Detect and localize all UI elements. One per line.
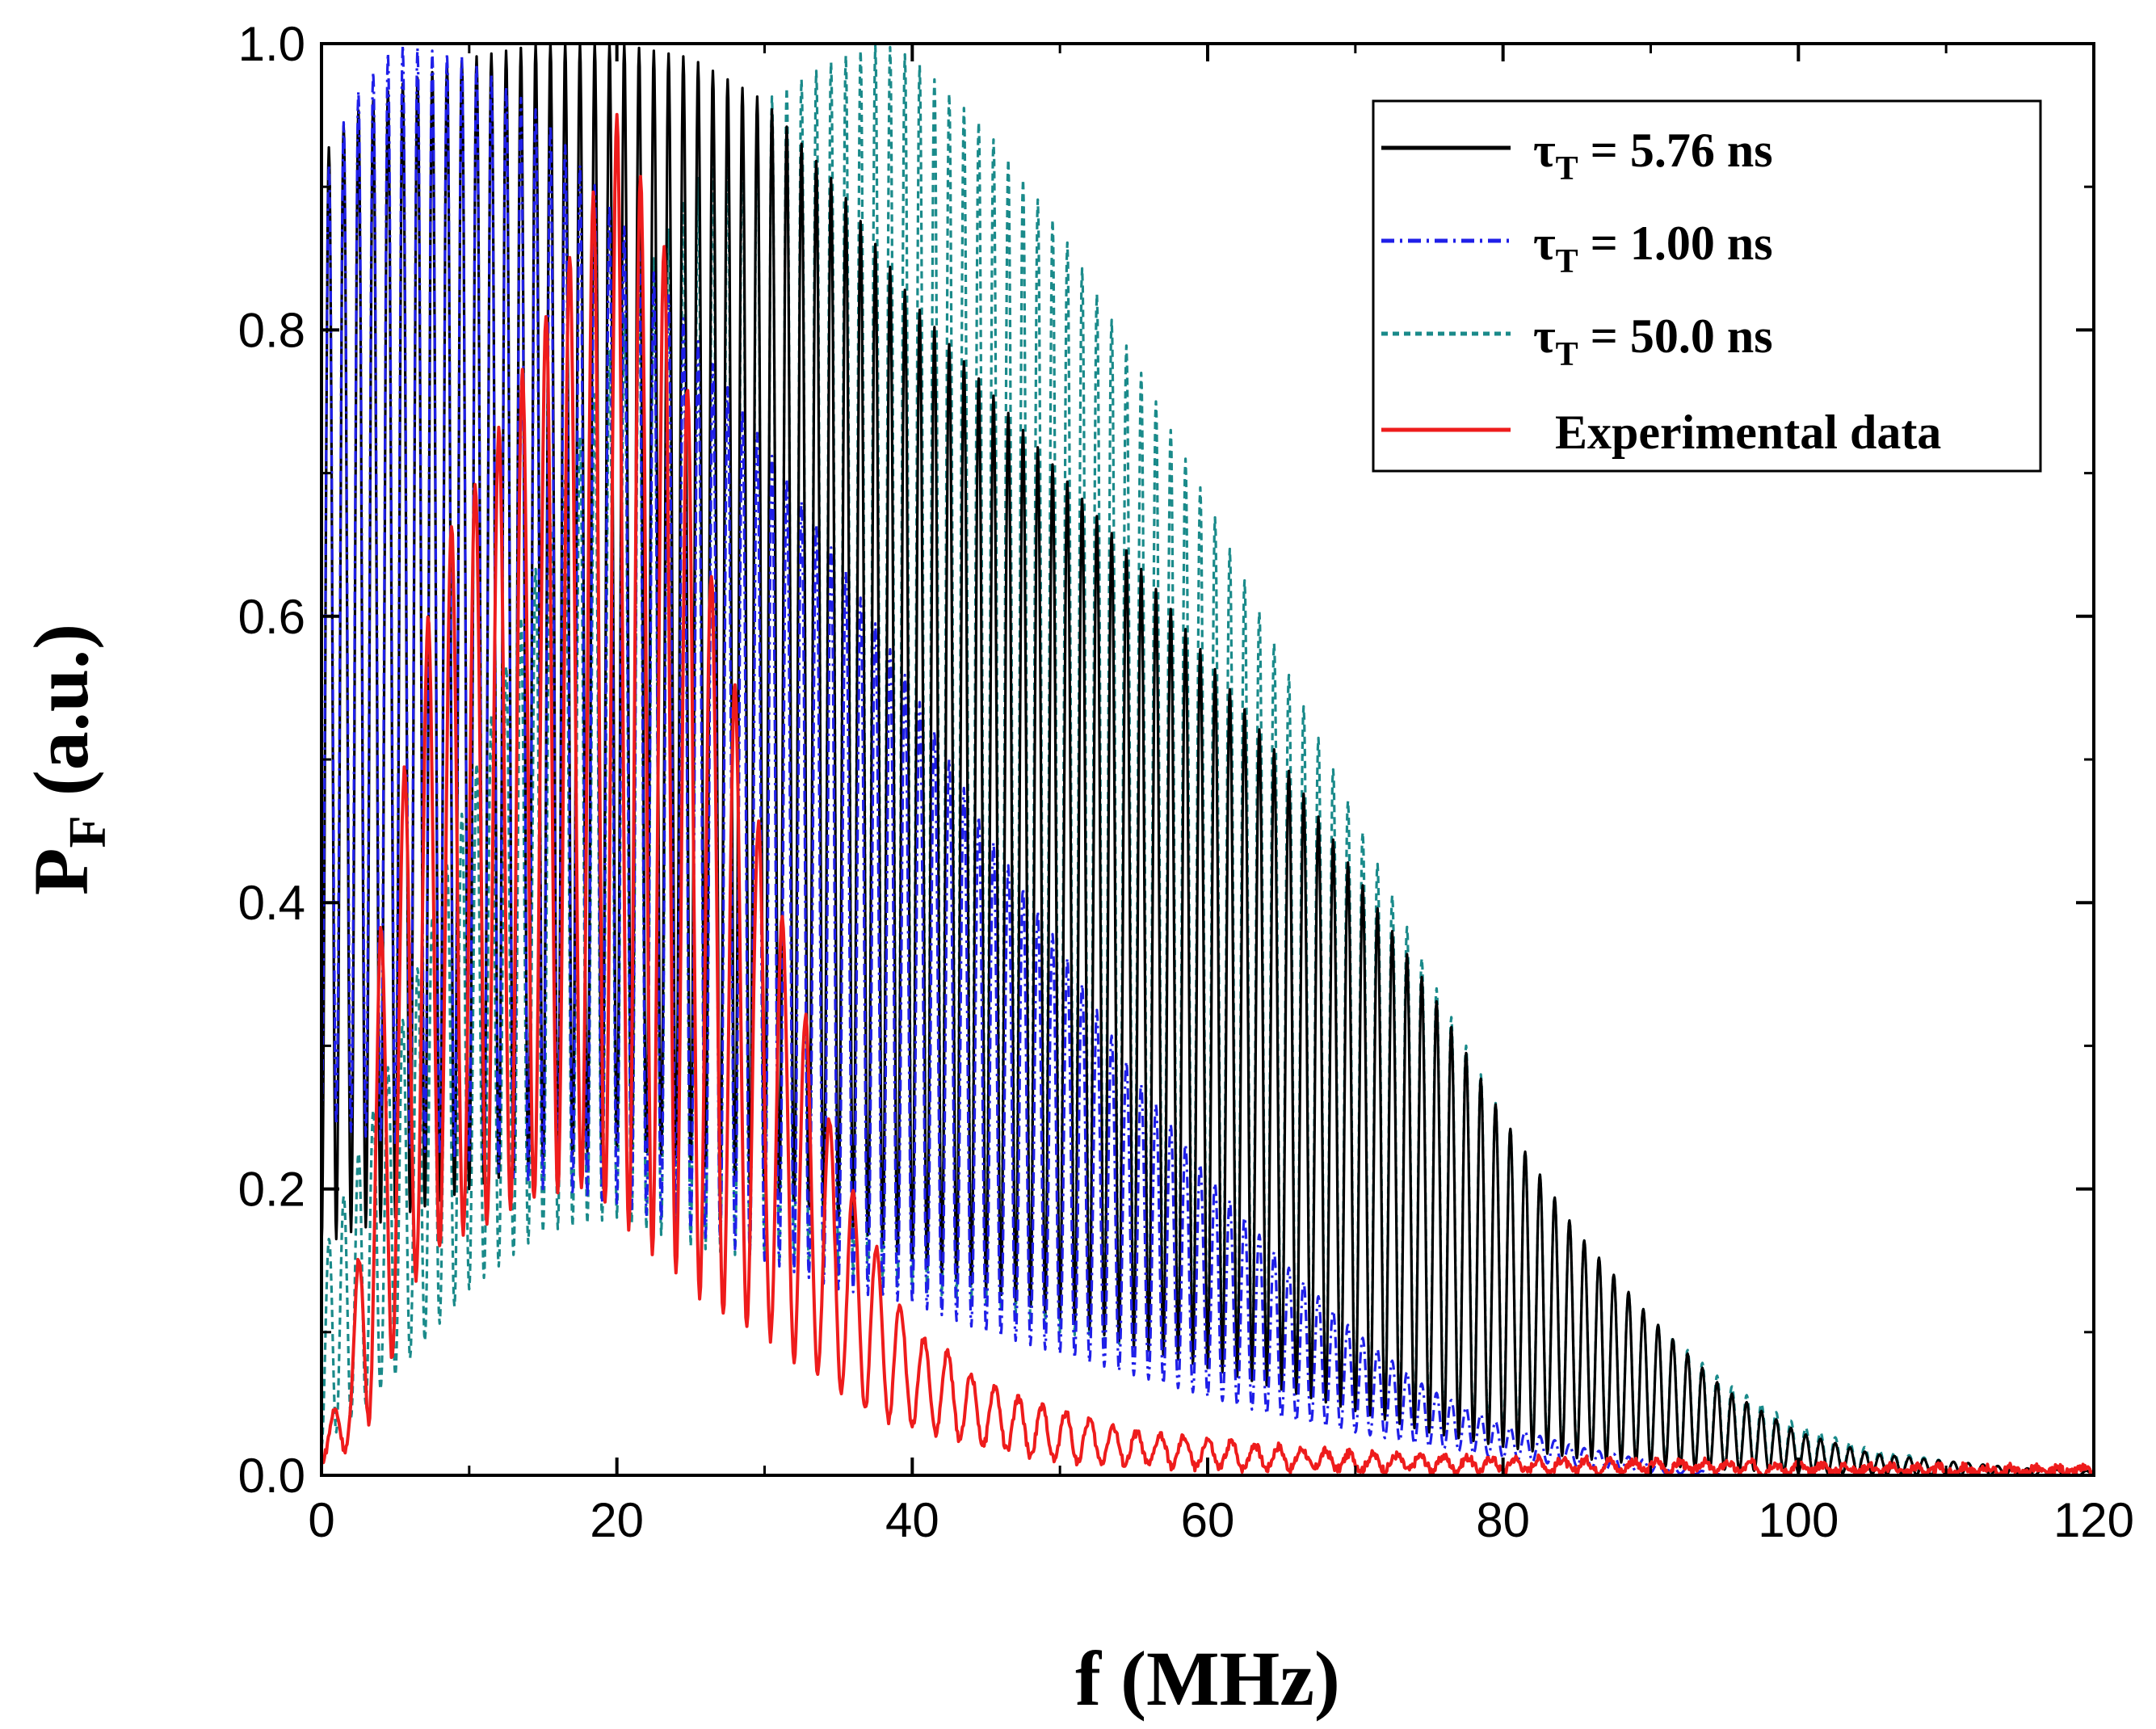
y-axis-title: PF (a.u.) <box>18 624 117 895</box>
x-tick-label: 100 <box>1758 1493 1839 1547</box>
y-tick-label: 0.8 <box>238 303 305 357</box>
x-tick-label: 60 <box>1181 1493 1235 1547</box>
legend-label-experimental: Experimental data <box>1555 406 1941 459</box>
x-tick-label: 120 <box>2053 1493 2134 1547</box>
ticks-layer: 0 20 40 60 80 100 120 0.0 0.2 0.4 0.6 0.8 1.0 <box>238 17 2134 1547</box>
series-line-1 <box>322 44 1725 1475</box>
legend-item-experimental: Experimental data <box>1381 406 1941 459</box>
legend-item-1-00ns: τT = 1.00 ns <box>1381 217 1773 280</box>
y-tick-label: 0.0 <box>238 1449 305 1503</box>
y-tick-label: 1.0 <box>238 17 305 71</box>
legend: τT = 5.76 ns τT = 1.00 ns τT = 50.0 ns E… <box>1372 99 2042 473</box>
legend-label-50-0ns: τT = 50.0 ns <box>1533 309 1773 373</box>
y-tick-label: 0.2 <box>238 1163 305 1217</box>
y-tick-label: 0.6 <box>238 590 305 644</box>
y-axis-title-rest: (a.u.) <box>18 624 104 815</box>
x-tick-label: 40 <box>885 1493 939 1547</box>
y-axis-title-sub: F <box>58 815 117 848</box>
x-axis-title: f (MHz) <box>1075 1635 1340 1722</box>
y-tick-label: 0.4 <box>238 876 305 930</box>
legend-item-50-0ns: τT = 50.0 ns <box>1381 309 1773 373</box>
legend-label-5-76ns: τT = 5.76 ns <box>1533 124 1773 187</box>
x-tick-label: 20 <box>590 1493 644 1547</box>
y-axis-title-main: P <box>18 848 104 896</box>
x-tick-label: 80 <box>1476 1493 1530 1547</box>
legend-label-1-00ns: τT = 1.00 ns <box>1533 217 1773 280</box>
legend-box <box>1372 99 2042 473</box>
x-tick-label: 0 <box>308 1493 334 1547</box>
legend-item-5-76ns: τT = 5.76 ns <box>1381 124 1773 187</box>
